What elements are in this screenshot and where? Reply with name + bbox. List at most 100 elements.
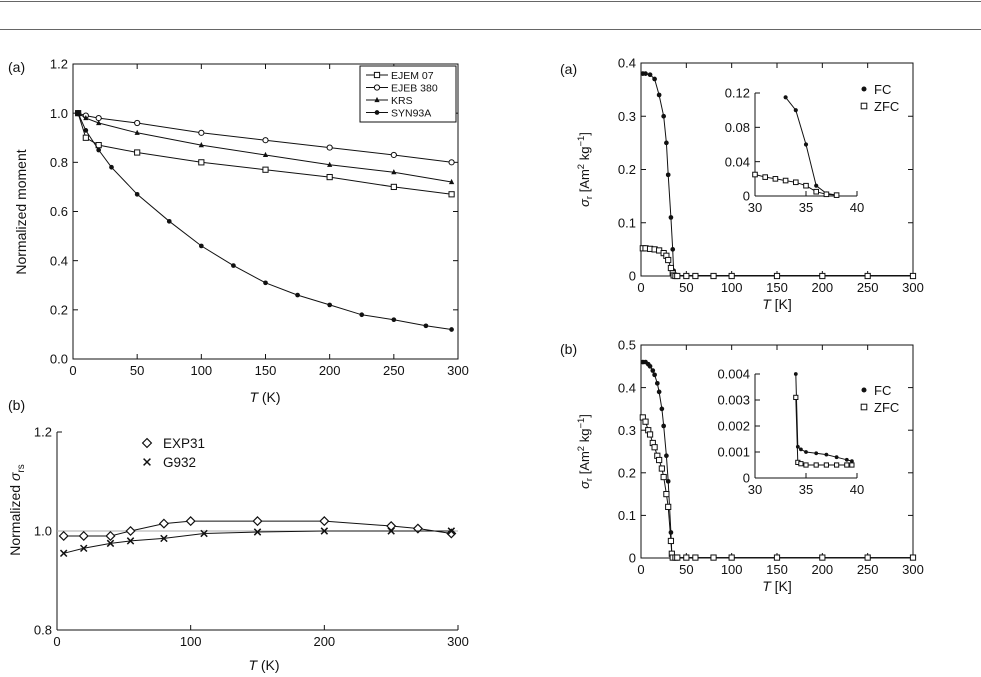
data-point [773, 272, 781, 280]
inset-y-tick-label: 0 [743, 189, 750, 204]
header-rule [0, 29, 981, 30]
y-tick-label: 0.8 [34, 623, 52, 638]
data-point [449, 327, 454, 332]
data-point [320, 527, 329, 535]
x-tick-label: 0 [53, 634, 60, 649]
x-axis-label-var: T [248, 657, 258, 673]
data-point [160, 534, 168, 543]
data-point [262, 166, 269, 173]
x-axis-label-var: T [249, 389, 259, 405]
inset-data-point [834, 455, 839, 460]
panel-left-b: 0 100 200 300 0.8 1.0 1.2 (b) T (K) Normalized σr… [7, 397, 469, 673]
inset-data-point [833, 192, 840, 198]
x-tick-label: 300 [447, 363, 469, 378]
y-tick-label: 0.4 [618, 380, 636, 395]
legend: FC ZFC [860, 383, 899, 415]
inset-y-tick-label: 0.08 [725, 120, 750, 135]
series-line [642, 361, 913, 559]
data-point [909, 272, 917, 280]
data-point [134, 191, 140, 197]
legend-entry: FC [874, 82, 891, 97]
data-point [647, 363, 653, 369]
legend-entry: EJEB 380 [391, 83, 438, 95]
inset-data-point [850, 459, 854, 463]
y-tick-label: 0.2 [618, 465, 636, 480]
data-point [83, 114, 89, 121]
data-point [665, 172, 671, 178]
y-axis-label-close: ] [577, 132, 592, 136]
series-line [642, 73, 913, 276]
legend-marker [861, 86, 867, 92]
data-point [448, 178, 455, 185]
inset-data-point [793, 108, 798, 113]
data-point [728, 272, 735, 280]
data-point [263, 280, 268, 286]
inset-data-point [803, 462, 809, 468]
data-point [659, 406, 665, 412]
y-tick-label: 1.2 [50, 57, 68, 72]
y-axis-label-close: ] [577, 414, 592, 418]
legend-marker [373, 84, 381, 91]
data-point [728, 554, 735, 561]
legend-marker [141, 437, 153, 449]
y-axis-label-subscript: rs [16, 464, 27, 472]
data-point [166, 218, 172, 224]
y-tick-label: 0.1 [618, 508, 636, 523]
panel-label: (b) [8, 397, 25, 413]
data-point [674, 554, 681, 561]
x-tick-label: 100 [721, 280, 743, 295]
inset-data-point [823, 462, 829, 468]
inset-y-tick-label: 0.002 [717, 419, 750, 434]
legend-entry: SYN93A [391, 108, 431, 120]
inset-data-point [823, 191, 830, 198]
y-tick-label: 0.2 [50, 303, 68, 318]
y-tick-label: 0.3 [618, 109, 636, 124]
inset-series-line [795, 373, 853, 462]
legend-marker [861, 387, 867, 393]
x-axis-label-var: T [762, 296, 772, 312]
inset-data-point [752, 171, 758, 178]
y-tick-label: 0.2 [618, 162, 636, 177]
data-point [75, 110, 81, 116]
data-point [327, 161, 333, 167]
y-tick-label: 0.5 [618, 338, 636, 353]
inset-data-point [793, 179, 799, 186]
legend: FC ZFC [860, 82, 899, 114]
x-axis-label-unit: (K) [257, 657, 280, 673]
inset-data-point [824, 452, 829, 457]
data-point [82, 134, 89, 141]
data-point [656, 456, 663, 464]
y-tick-label: 0.1 [618, 215, 636, 230]
inset-x-tick-label: 30 [748, 200, 762, 215]
data-point [819, 554, 826, 561]
data-point [80, 544, 88, 553]
inset-x-tick-label: 35 [799, 200, 813, 215]
data-point [710, 272, 717, 280]
data-point [58, 530, 69, 541]
x-tick-label: 200 [313, 634, 335, 649]
y-tick-label: 0.4 [50, 253, 68, 268]
data-point [667, 264, 675, 272]
panel-label: (a) [560, 61, 577, 77]
y-axis-label-unit-2: kg [577, 429, 592, 446]
legend-marker [143, 458, 151, 466]
x-axis-label: T [K] [762, 578, 792, 594]
data-point [390, 183, 397, 191]
inset-data-point [814, 451, 819, 456]
data-point [652, 76, 657, 82]
x-tick-label: 50 [130, 363, 144, 378]
data-point [667, 537, 675, 545]
data-point [134, 119, 141, 127]
data-point [327, 302, 333, 308]
x-tick-label: 50 [679, 562, 693, 577]
data-point [105, 530, 116, 541]
x-tick-label: 150 [766, 562, 788, 577]
x-axis-label: T (K) [248, 657, 279, 673]
y-tick-label: 1.2 [34, 425, 52, 440]
data-point [106, 539, 115, 548]
frame [640, 62, 914, 277]
inset-chart: 30 35 40 0 0.04 0.08 0.12 [725, 86, 865, 215]
inset-data-point [834, 462, 840, 468]
data-point [391, 169, 397, 175]
